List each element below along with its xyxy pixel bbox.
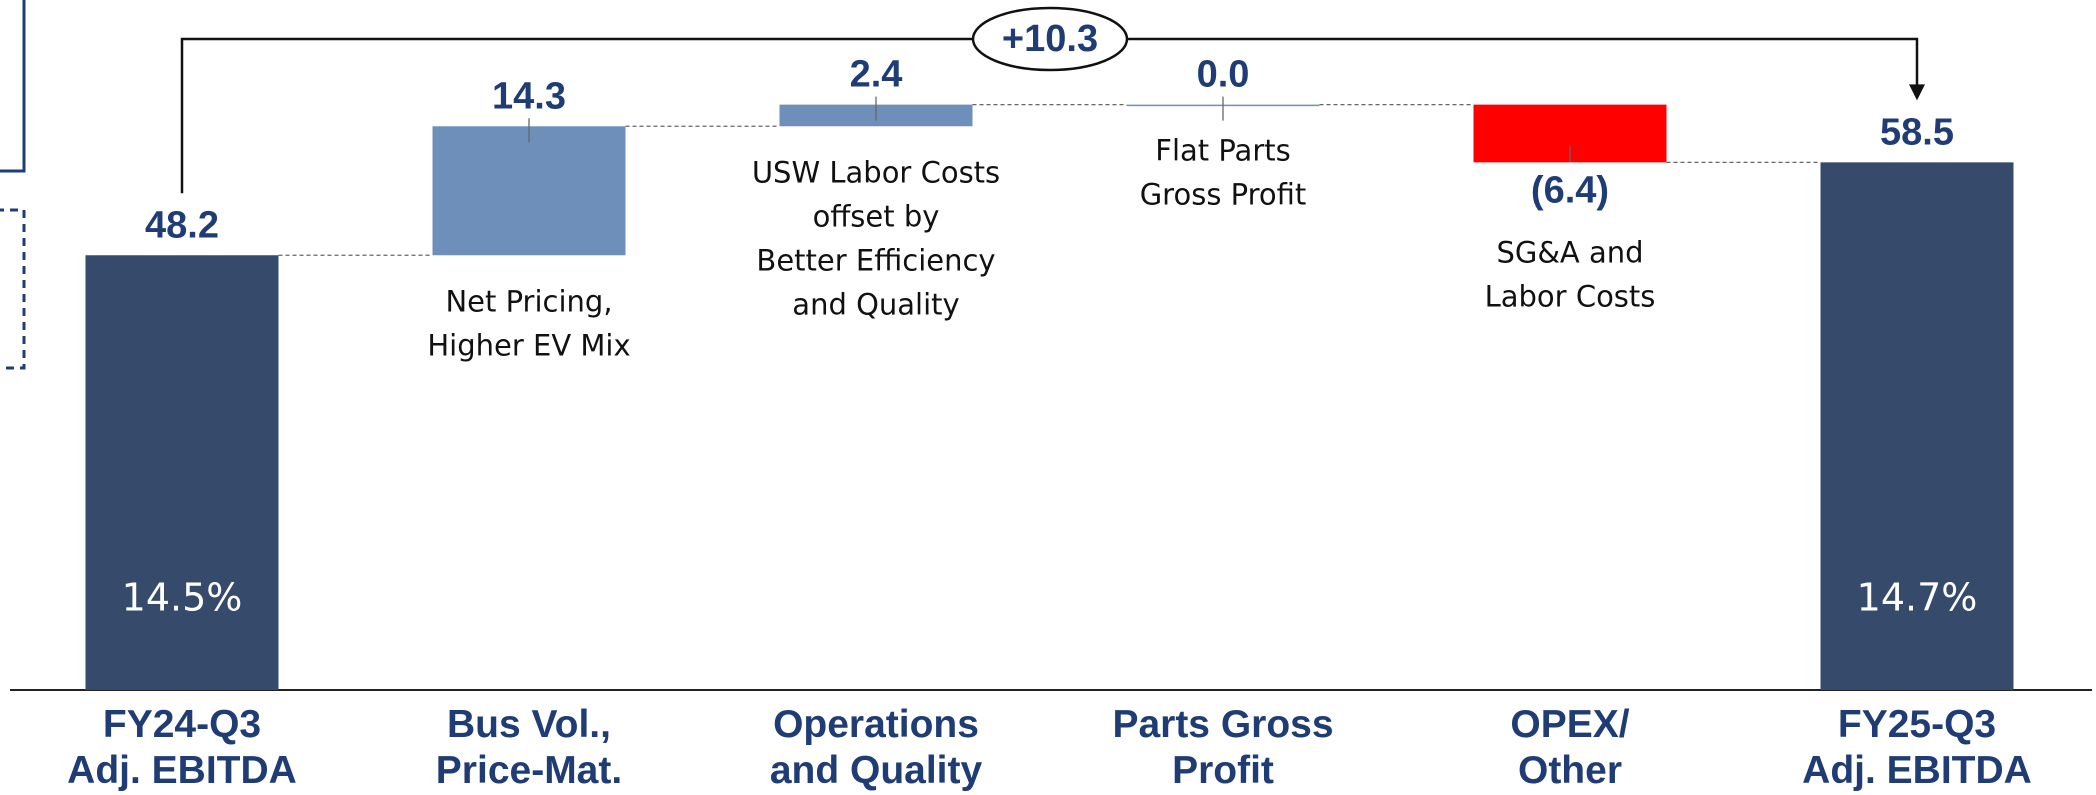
- value-label: (6.4): [1531, 169, 1609, 211]
- note-line: Other: [1518, 749, 1622, 792]
- note: FY25-Q3 Adj. EBITDA: [1802, 703, 2032, 792]
- note-line: Operations: [773, 703, 979, 746]
- margin-label: 14.7%: [1857, 576, 1978, 620]
- note: USW Labor Costs offset by Better Efficienc…: [752, 155, 1000, 321]
- bridge-oval: [971, 6, 1129, 72]
- note-line: Price-Mat.: [436, 749, 622, 792]
- note: SG&A and Labor Costs: [1485, 235, 1656, 313]
- note-line: Better Efficiency: [756, 243, 995, 277]
- cropped-box-dashed: [0, 208, 26, 370]
- note-line: Flat Parts: [1155, 134, 1290, 168]
- note: Flat Parts Gross Profit: [1140, 134, 1307, 212]
- value-label: 2.4: [850, 54, 903, 96]
- note-line: Gross Profit: [1140, 178, 1307, 212]
- bar: [432, 126, 626, 256]
- note-line: OPEX/: [1510, 703, 1629, 746]
- note-line: Net Pricing,: [445, 284, 612, 318]
- value-label: 58.5: [1880, 111, 1954, 153]
- note-line: Parts Gross: [1112, 703, 1333, 746]
- note-line: and Quality: [792, 287, 959, 321]
- value-label: 14.3: [492, 75, 566, 117]
- note-line: Profit: [1172, 749, 1274, 792]
- cropped-box: [0, 0, 26, 173]
- value-label: 0.0: [1197, 54, 1250, 96]
- bridge-label: +10.3: [1002, 18, 1098, 60]
- bar: [1820, 162, 2014, 691]
- note: FY24-Q3 Adj. EBITDA: [67, 703, 297, 792]
- note-line: Adj. EBITDA: [67, 749, 297, 792]
- note-line: FY24-Q3: [103, 703, 261, 746]
- note: Bus Vol., Price-Mat.: [436, 703, 622, 792]
- note: Operations and Quality: [770, 703, 983, 792]
- note-line: FY25-Q3: [1838, 703, 1996, 746]
- note-line: Labor Costs: [1485, 279, 1656, 313]
- note-line: SG&A and: [1496, 235, 1643, 269]
- note: Parts Gross Profit: [1112, 703, 1333, 792]
- note: Net Pricing, Higher EV Mix: [427, 284, 630, 362]
- note-line: Bus Vol.,: [447, 703, 611, 746]
- note-line: Adj. EBITDA: [1802, 749, 2032, 792]
- bridge-arrow: [1909, 84, 1925, 101]
- note-line: Higher EV Mix: [427, 328, 630, 362]
- note-line: offset by: [813, 199, 940, 233]
- bar: [85, 255, 279, 691]
- note: OPEX/Other: [1510, 703, 1629, 792]
- value-label: 48.2: [145, 204, 219, 246]
- note-line: and Quality: [770, 749, 983, 792]
- margin-label: 14.5%: [122, 576, 243, 620]
- note-line: USW Labor Costs: [752, 155, 1000, 189]
